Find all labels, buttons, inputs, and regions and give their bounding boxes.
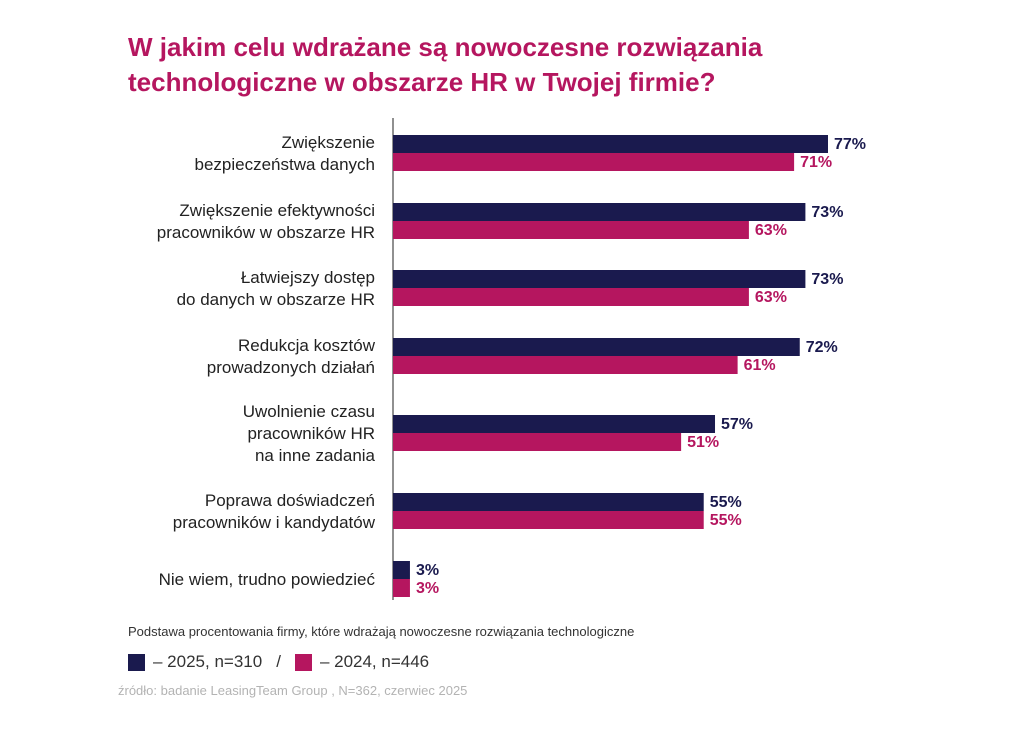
value-label-2024-time-release: 51%: [687, 434, 719, 451]
category-label-hr-efficiency: Zwiększenie efektywności pracowników w ob…: [157, 201, 375, 242]
bar-2024-dont-know: [393, 579, 410, 597]
category-label-line: pracowników HR: [247, 424, 375, 443]
category-label-line: Łatwiejszy dostęp: [241, 268, 375, 287]
bar-2024-time-release: [393, 433, 682, 451]
legend-label-2024: – 2024, n=446: [319, 652, 430, 671]
source-note: źródło: badanie LeasingTeam Group , N=36…: [118, 683, 468, 698]
bar-2024-data-security: [393, 153, 795, 171]
category-label-time-release: Uwolnienie czasu pracowników HR na inne za…: [243, 402, 376, 465]
value-label-2025-time-release: 57%: [721, 416, 753, 433]
legend-swatch-2025: [128, 653, 145, 671]
legend: – 2025, n=310 / – 2024, n=446: [128, 651, 429, 673]
category-label-data-access: Łatwiejszy dostęp do danych w obszarze HR: [177, 268, 375, 309]
value-label-2025-hr-efficiency: 73%: [811, 204, 843, 221]
value-label-2025-data-security: 77%: [834, 136, 866, 153]
bar-2025-time-release: [393, 415, 716, 433]
value-label-2024-data-access: 63%: [755, 289, 787, 306]
category-label-experience: Poprawa doświadczeń pracowników i kandyda…: [173, 491, 376, 532]
category-label-cost-reduction: Redukcja kosztów prowadzonych działań: [207, 336, 376, 377]
value-label-2024-experience: 55%: [710, 512, 742, 529]
value-label-2024-dont-know: 3%: [416, 580, 439, 597]
category-label-line: Zwiększenie: [281, 133, 375, 152]
basis-note: Podstawa procentowania firmy, które wdra…: [128, 624, 635, 639]
category-label-dont-know: Nie wiem, trudno powiedzieć: [159, 570, 376, 589]
bar-2025-dont-know: [393, 561, 410, 579]
value-label-2025-experience: 55%: [710, 494, 742, 511]
category-label-line: do danych w obszarze HR: [177, 290, 375, 309]
category-label-line: Redukcja kosztów: [238, 336, 376, 355]
bar-2024-data-access: [393, 288, 749, 306]
category-label-line: bezpieczeństwa danych: [194, 155, 375, 174]
bar-2024-cost-reduction: [393, 356, 738, 374]
value-label-2024-hr-efficiency: 63%: [755, 222, 787, 239]
category-label-line: Nie wiem, trudno powiedzieć: [159, 570, 376, 589]
value-label-2024-data-security: 71%: [800, 154, 832, 171]
bar-2025-experience: [393, 493, 704, 511]
category-label-line: prowadzonych działań: [207, 358, 375, 377]
value-label-2024-cost-reduction: 61%: [744, 357, 776, 374]
bar-2025-cost-reduction: [393, 338, 800, 356]
bar-2024-hr-efficiency: [393, 221, 749, 239]
legend-separator: /: [276, 652, 281, 671]
bar-2025-data-access: [393, 270, 806, 288]
chart-title: W jakim celu wdrażane są nowoczesne rozw…: [128, 32, 763, 97]
legend-label-2025: – 2025, n=310: [153, 652, 263, 671]
value-label-2025-cost-reduction: 72%: [806, 339, 838, 356]
category-label-line: Zwiększenie efektywności: [179, 201, 375, 220]
value-label-2025-dont-know: 3%: [416, 562, 439, 579]
category-label-line: Uwolnienie czasu: [243, 402, 375, 421]
category-label-data-security: Zwiększenie bezpieczeństwa danych: [194, 133, 375, 174]
legend-swatch-2024: [294, 653, 312, 671]
bar-2025-data-security: [393, 135, 828, 153]
category-label-line: Poprawa doświadczeń: [205, 491, 375, 510]
bar-2024-experience: [393, 511, 704, 529]
value-label-2025-data-access: 73%: [811, 271, 843, 288]
category-label-line: na inne zadania: [255, 446, 376, 465]
bar-2025-hr-efficiency: [393, 203, 806, 221]
category-label-line: pracowników w obszarze HR: [157, 223, 375, 242]
category-label-line: pracowników i kandydatów: [173, 513, 376, 532]
